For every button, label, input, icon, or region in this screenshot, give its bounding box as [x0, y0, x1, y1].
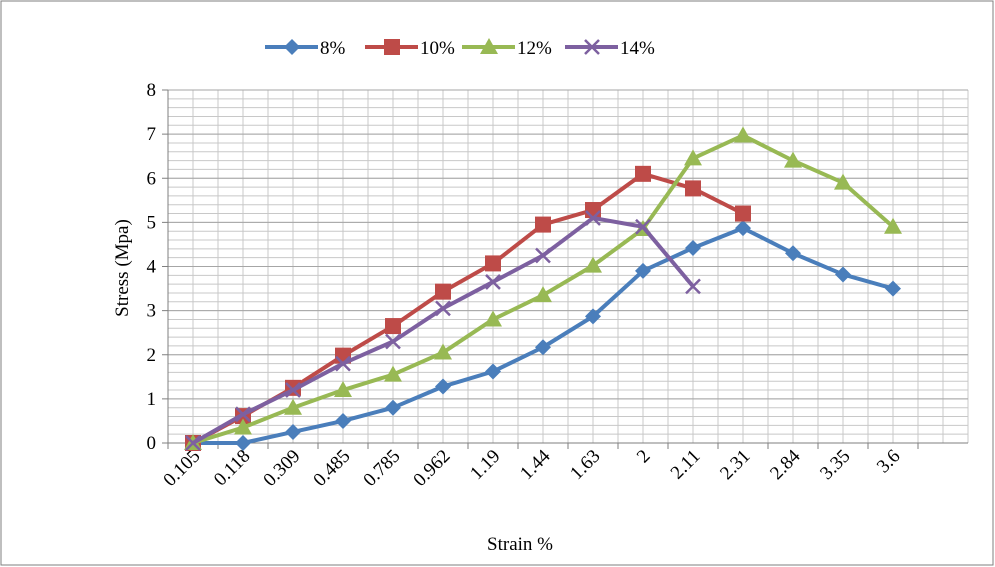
marker: [585, 210, 601, 226]
marker: [535, 339, 551, 356]
y-tick-label: 1: [147, 389, 157, 410]
marker: [234, 418, 252, 435]
marker: [635, 262, 651, 279]
y-tick-label: 5: [147, 212, 157, 233]
legend-label: 12%: [517, 38, 552, 59]
marker: [834, 173, 852, 190]
legend-marker: [284, 39, 300, 55]
marker: [534, 286, 552, 303]
y-tick-label: 6: [147, 168, 157, 189]
legend-label: 8%: [320, 38, 346, 59]
y-tick-label: 8: [147, 80, 157, 101]
marker: [434, 343, 452, 360]
marker: [735, 205, 751, 222]
marker: [435, 283, 451, 300]
legend-label: 10%: [420, 38, 455, 59]
marker: [535, 247, 551, 264]
marker: [585, 202, 601, 219]
marker: [485, 363, 501, 380]
marker: [685, 278, 701, 295]
marker: [285, 382, 301, 398]
marker: [685, 180, 701, 197]
marker: [585, 308, 601, 325]
marker: [435, 300, 451, 317]
marker: [385, 333, 401, 350]
marker: [885, 280, 901, 297]
legend-marker: [584, 39, 600, 55]
marker: [685, 239, 701, 256]
marker: [284, 398, 302, 415]
marker: [835, 266, 851, 283]
marker: [784, 151, 802, 168]
marker: [485, 274, 501, 290]
marker: [335, 412, 351, 429]
marker: [335, 355, 351, 372]
marker: [385, 318, 401, 335]
y-tick-label: 2: [147, 345, 157, 366]
y-tick-label: 4: [147, 257, 157, 278]
marker: [185, 435, 201, 451]
marker: [334, 381, 352, 398]
marker: [385, 399, 401, 416]
marker: [684, 149, 702, 166]
y-tick-label: 0: [147, 433, 157, 454]
x-axis-title: Strain %: [487, 534, 553, 555]
marker: [635, 165, 651, 182]
y-tick-label: 7: [147, 124, 157, 145]
y-axis-title: Stress (Mpa): [112, 219, 133, 317]
marker: [785, 245, 801, 262]
marker: [484, 310, 502, 327]
legend-marker: [480, 38, 498, 54]
marker: [884, 217, 902, 234]
legend-marker: [384, 39, 400, 55]
marker: [235, 435, 251, 451]
marker: [435, 378, 451, 395]
marker: [735, 220, 751, 237]
marker: [285, 423, 301, 440]
marker: [734, 126, 752, 143]
marker: [584, 256, 602, 273]
marker: [235, 406, 251, 423]
legend-label: 14%: [620, 38, 655, 59]
marker: [485, 255, 501, 272]
marker: [635, 218, 651, 235]
y-tick-label: 3: [147, 301, 157, 322]
marker: [384, 365, 402, 382]
marker: [535, 216, 551, 233]
